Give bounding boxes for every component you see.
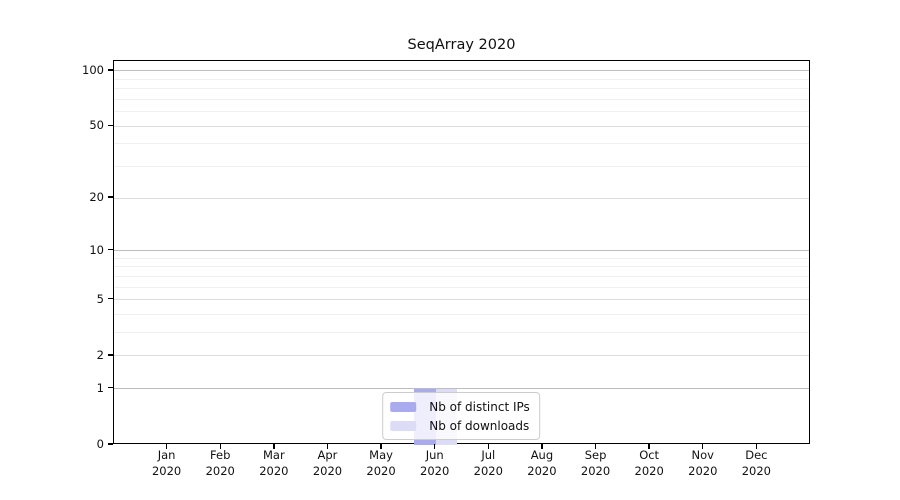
gridline-minor xyxy=(114,332,809,334)
y-tick-mark xyxy=(108,69,113,71)
y-tick-label: 1 xyxy=(96,380,104,395)
gridline-minor xyxy=(114,78,809,80)
legend-swatch xyxy=(390,420,417,431)
x-tick-mark xyxy=(219,444,221,449)
legend-label: Nb of distinct IPs xyxy=(429,399,530,414)
gridline-medium xyxy=(114,197,809,199)
chart-title: SeqArray 2020 xyxy=(407,37,516,53)
x-tick-label: Nov 2020 xyxy=(688,448,718,478)
legend-swatch xyxy=(390,401,417,412)
x-tick-mark xyxy=(165,444,168,449)
y-tick-label: 10 xyxy=(89,242,104,257)
gridline-strong xyxy=(114,250,809,252)
gridline-minor xyxy=(114,98,809,100)
y-tick-label: 50 xyxy=(89,118,104,133)
y-tick-label: 0 xyxy=(96,437,104,451)
y-tick-mark xyxy=(108,298,113,300)
y-tick-label: 20 xyxy=(89,190,104,205)
x-tick-label: Aug 2020 xyxy=(527,448,557,478)
gridline-medium xyxy=(114,299,809,301)
gridline-minor xyxy=(114,88,809,90)
x-tick-label: Apr 2020 xyxy=(312,448,343,478)
x-tick-mark xyxy=(326,444,329,449)
y-tick-label: 2 xyxy=(96,347,104,362)
x-tick-mark xyxy=(648,444,650,449)
x-tick-mark xyxy=(541,444,543,449)
y-tick-label: 100 xyxy=(82,62,104,77)
x-tick-label: Dec 2020 xyxy=(741,448,772,478)
x-tick-mark xyxy=(594,444,597,449)
y-tick-mark xyxy=(108,443,113,445)
x-tick-mark xyxy=(433,444,436,449)
x-tick-label: Oct 2020 xyxy=(634,448,664,478)
gridline-minor xyxy=(114,257,809,259)
gridline-minor xyxy=(114,314,809,315)
y-tick-mark xyxy=(108,387,113,389)
y-tick-mark xyxy=(108,248,113,251)
gridline-strong xyxy=(114,388,809,390)
x-tick-label: Jan 2020 xyxy=(151,448,182,478)
gridline-medium xyxy=(114,355,809,357)
gridline-minor xyxy=(114,275,809,277)
gridline-minor xyxy=(114,143,809,145)
gridline-medium xyxy=(114,125,809,127)
x-tick-label: Sep 2020 xyxy=(580,448,611,478)
plot-area xyxy=(113,60,810,445)
x-tick-mark xyxy=(702,444,704,449)
gridline-minor xyxy=(114,166,809,168)
y-tick-mark xyxy=(108,196,113,198)
x-tick-label: Mar 2020 xyxy=(259,448,289,478)
y-tick-label: 5 xyxy=(96,291,104,306)
gridline-minor xyxy=(114,111,809,113)
legend-label: Nb of downloads xyxy=(429,418,530,433)
gridline-strong xyxy=(114,70,809,72)
x-tick-mark xyxy=(755,444,758,449)
y-tick-mark xyxy=(108,124,113,126)
x-tick-label: Jun 2020 xyxy=(420,448,450,478)
x-tick-label: Feb 2020 xyxy=(205,448,235,478)
x-tick-label: May 2020 xyxy=(366,448,396,478)
x-tick-mark xyxy=(487,444,489,449)
y-tick-mark xyxy=(108,354,113,356)
legend-item: Nb of distinct IPs xyxy=(390,398,530,415)
x-tick-mark xyxy=(380,444,382,449)
gridline-minor xyxy=(114,286,809,288)
gridline-minor xyxy=(114,266,809,268)
legend: Nb of distinct IPs Nb of downloads xyxy=(382,392,540,440)
legend-item: Nb of downloads xyxy=(390,417,530,434)
x-tick-label: Jul 2020 xyxy=(473,448,503,478)
x-tick-mark xyxy=(273,444,275,449)
